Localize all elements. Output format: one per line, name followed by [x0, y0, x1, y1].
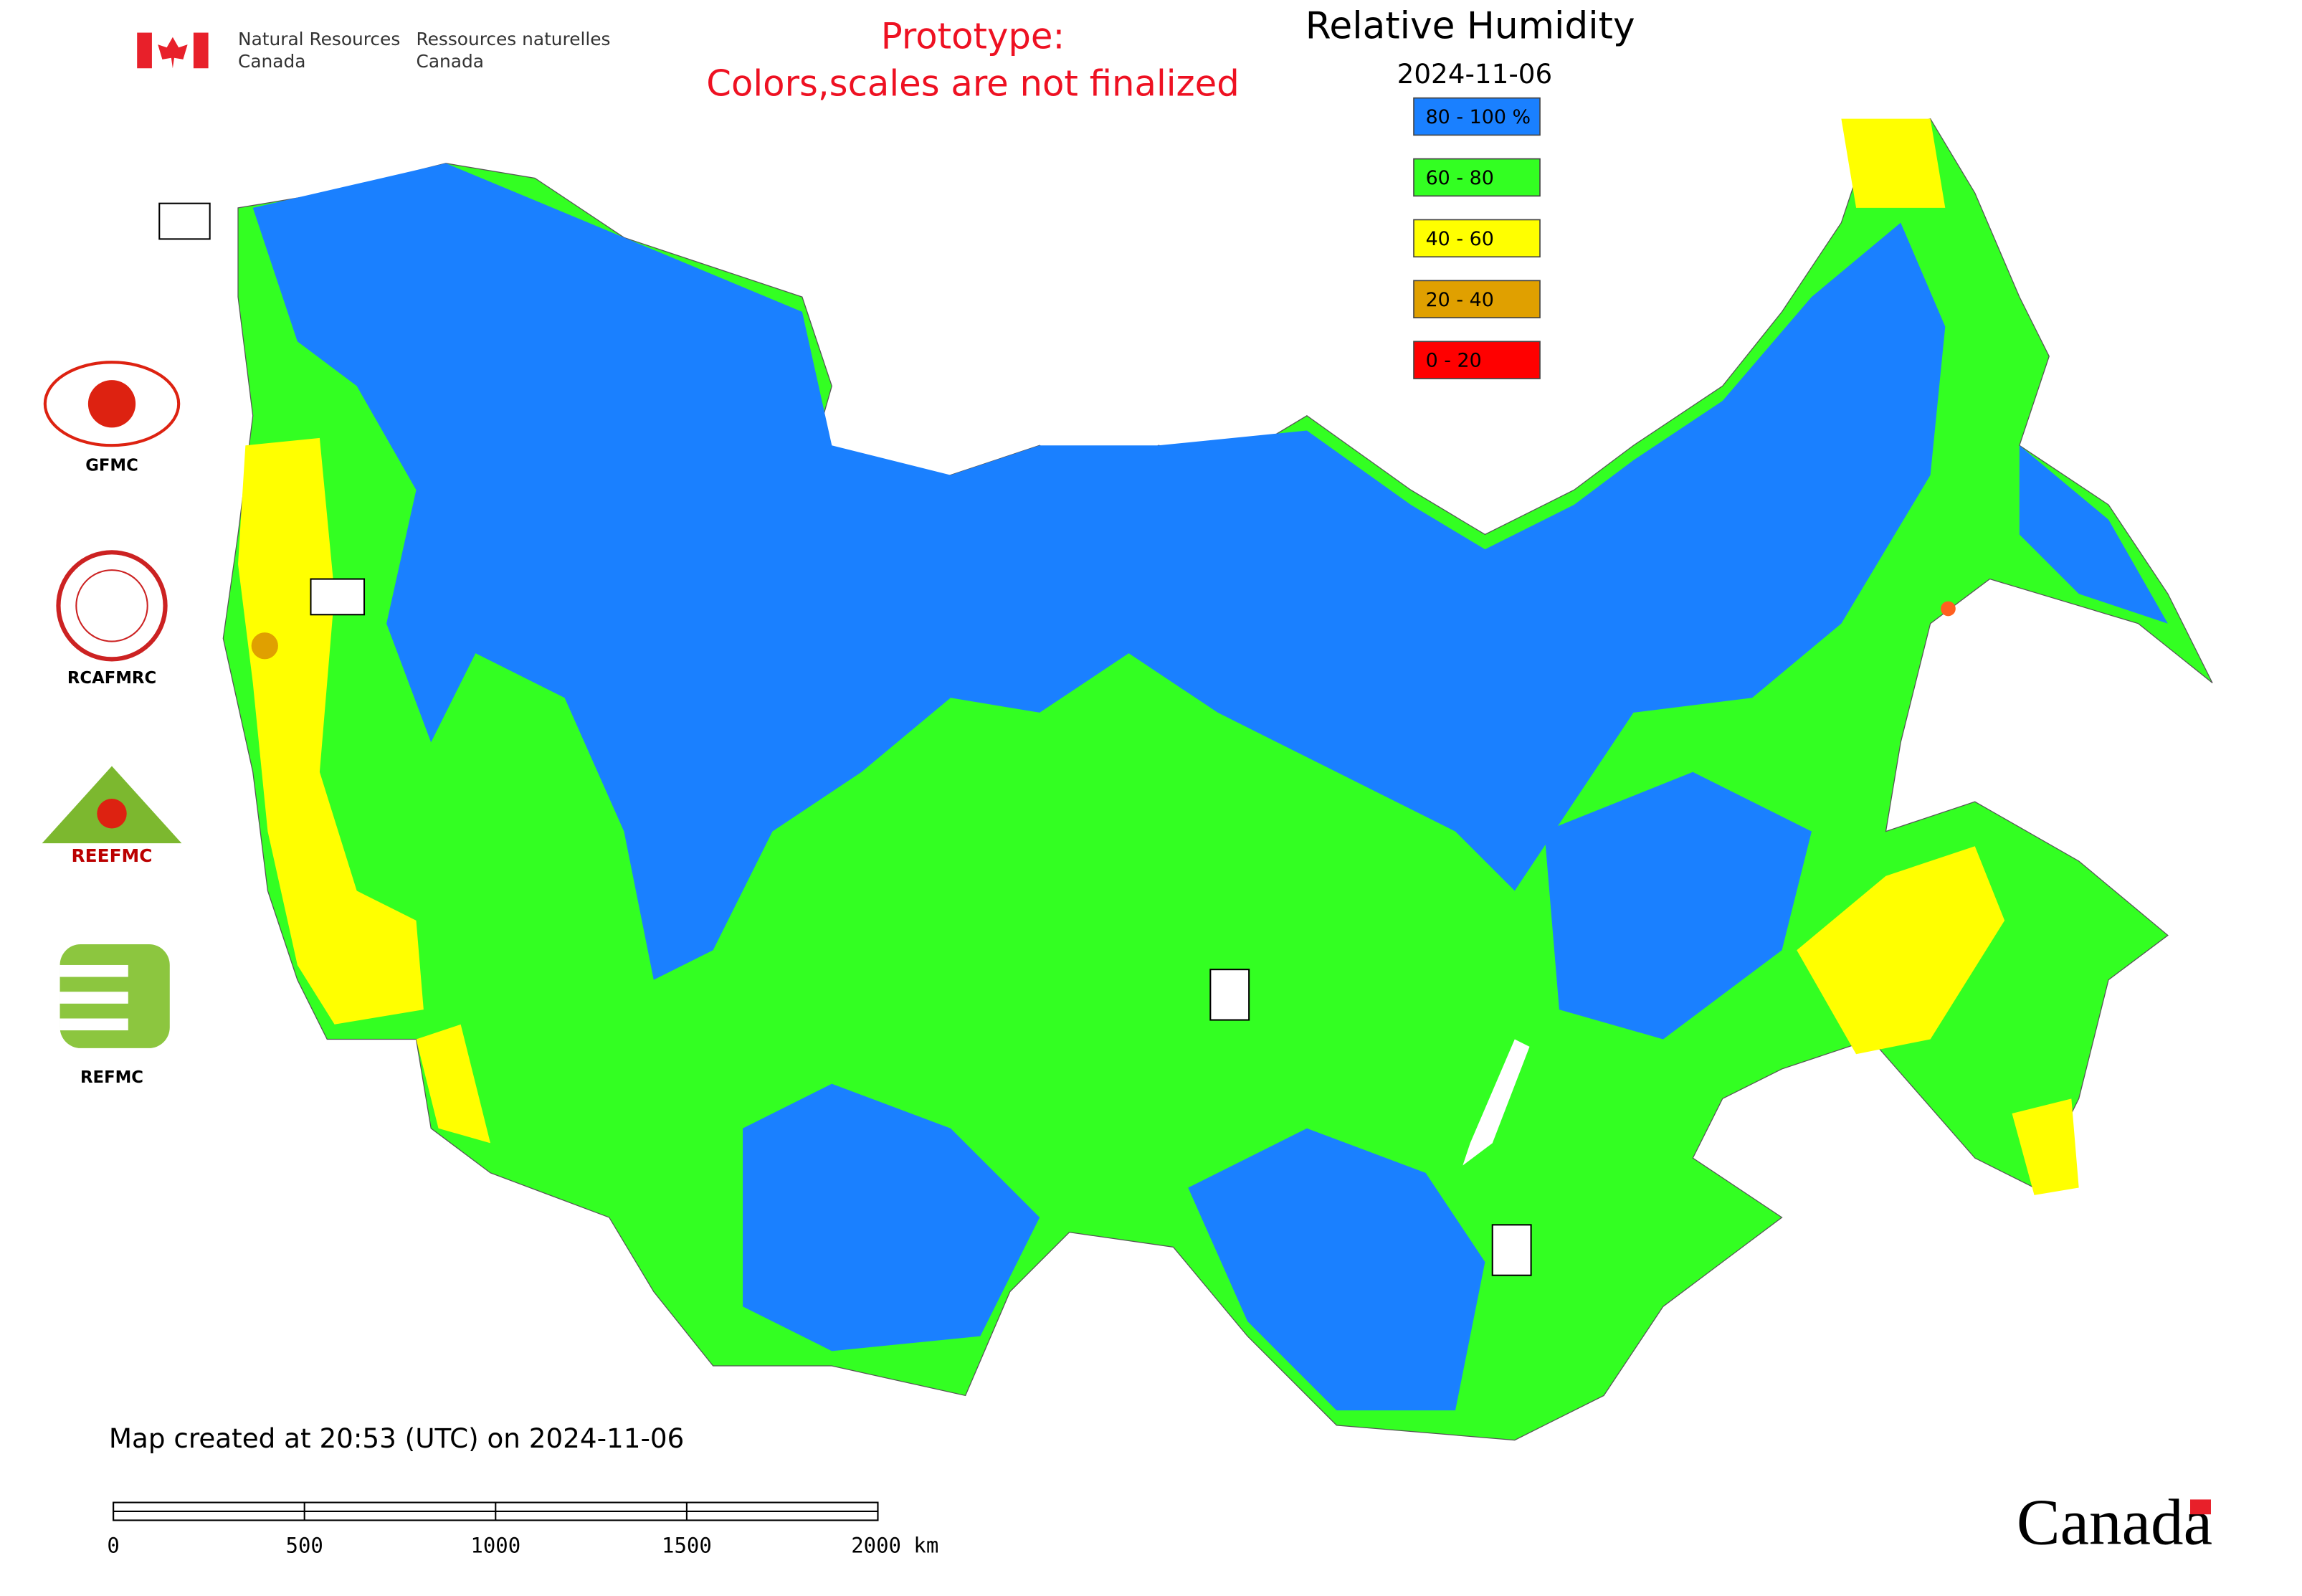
logo-gfmc — [43, 361, 181, 447]
dry-spot — [1941, 601, 1956, 617]
legend-swatch — [1413, 97, 1541, 136]
logo-label: GFMC — [85, 457, 138, 475]
marker-reefmc — [310, 578, 366, 616]
legend-swatch — [1413, 219, 1541, 258]
legend-label: 40 - 60 — [1426, 228, 1494, 250]
humid-zone — [1188, 1128, 1485, 1411]
agency-en: Natural Resources — [238, 29, 400, 49]
scale-label: 500 — [286, 1534, 323, 1558]
legend-swatch — [1413, 341, 1541, 379]
marker-gfmc — [158, 202, 211, 240]
logo-refmc — [60, 944, 170, 1048]
scale-label: 2000 km — [851, 1534, 938, 1558]
humid-zone — [743, 1083, 1040, 1352]
created-note: Map created at 20:53 (UTC) on 2024-11-06 — [109, 1422, 684, 1454]
legend-swatch — [1413, 158, 1541, 197]
logo-label: REEFMC — [72, 845, 153, 866]
scale-label: 1500 — [662, 1534, 712, 1558]
dry-zone — [1797, 846, 2005, 1055]
humidity-map — [222, 118, 2213, 1441]
scale-label: 0 — [107, 1534, 119, 1558]
humid-zone — [252, 163, 1946, 980]
agency-fr: Ressources naturelles — [417, 29, 611, 49]
notice-line: Colors,scales are not finalized — [706, 63, 1239, 105]
legend-label: 60 - 80 — [1426, 167, 1494, 189]
legend: 80 - 100 % 60 - 80 40 - 60 20 - 40 0 - 20 — [1413, 97, 1541, 379]
moderate-spot — [251, 632, 278, 660]
canada-wordmark: Canada — [2017, 1486, 2212, 1559]
dry-zone — [238, 437, 424, 1025]
logo-rcafmrc — [56, 550, 168, 662]
humid-zone — [1544, 771, 1812, 1040]
notice-line: Prototype: — [881, 15, 1065, 57]
humid-zone — [2019, 445, 2168, 624]
agency-en-2: Canada — [238, 51, 305, 72]
legend-label: 20 - 40 — [1426, 289, 1494, 311]
logo-label: RCAFMRC — [67, 669, 156, 688]
legend-label: 80 - 100 % — [1426, 106, 1531, 128]
dry-zone — [1841, 118, 1946, 208]
logo-label: REFMC — [80, 1068, 143, 1087]
map-date: 2024-11-06 — [1397, 58, 1553, 90]
wordmark-flag — [2189, 1499, 2211, 1515]
map-title: Relative Humidity — [1305, 4, 1635, 47]
canada-flag — [137, 32, 209, 69]
marker-rcafmrc — [1491, 1224, 1532, 1276]
logo-reefmc — [42, 766, 182, 844]
legend-label: 0 - 20 — [1426, 350, 1482, 372]
scale-label: 1000 — [470, 1534, 520, 1558]
scale-bar: 0 500 1000 1500 2000 km — [107, 1501, 938, 1558]
dry-zone — [416, 1024, 491, 1144]
lake-baikal — [1462, 1039, 1530, 1166]
agency-fr-2: Canada — [417, 51, 484, 72]
marker-refmc — [1209, 969, 1250, 1021]
dry-zone — [2012, 1098, 2079, 1195]
legend-swatch — [1413, 280, 1541, 318]
